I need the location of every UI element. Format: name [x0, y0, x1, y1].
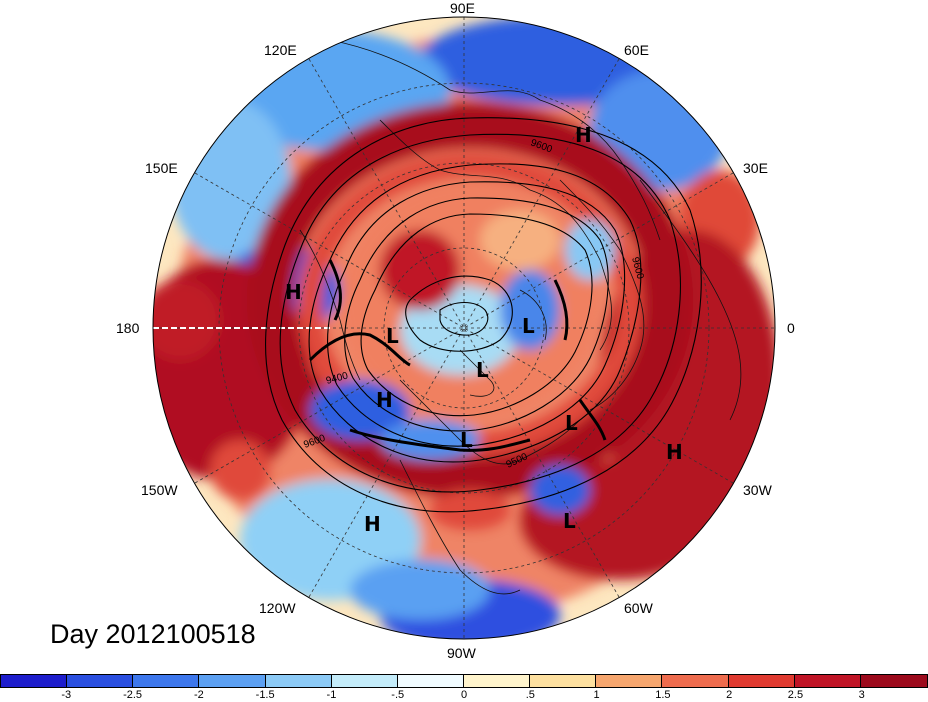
lon-label-120w: 120W	[259, 600, 296, 616]
colorbar-swatch	[662, 675, 729, 687]
lon-label-60e: 60E	[624, 42, 649, 58]
height-contours	[264, 117, 702, 513]
colorbar-swatch	[265, 675, 332, 687]
high-pressure-center: H	[364, 512, 381, 536]
temperature-anomaly-field: 9400 9600 9500 9600 9600 H H H H H L L L…	[153, 17, 775, 639]
high-pressure-center: H	[666, 440, 683, 464]
lon-label-30e: 30E	[743, 160, 768, 176]
high-pressure-center: H	[376, 388, 393, 412]
colorbar-tick-label: 2.5	[787, 689, 804, 701]
lon-label-0: 0	[787, 320, 795, 336]
lon-label-150e: 150E	[145, 160, 178, 176]
colorbar-swatch	[331, 675, 398, 687]
low-pressure-center: L	[565, 411, 578, 435]
colorbar-swatch	[728, 675, 795, 687]
colorbar-tick-label: 2	[726, 689, 733, 701]
map-border	[152, 16, 776, 640]
colorbar-tick-label: -3	[61, 689, 72, 701]
colorbar-swatch	[67, 675, 134, 687]
low-pressure-center: L	[460, 428, 473, 452]
high-pressure-center: H	[575, 123, 592, 147]
colorbar-tick-label: .5	[525, 689, 535, 701]
lon-label-180: 180	[116, 320, 140, 336]
colorbar-swatch	[133, 675, 200, 687]
colorbar-swatch	[463, 675, 531, 687]
colorbar-boxes	[0, 674, 928, 688]
jet-contours	[308, 259, 607, 452]
colorbar-swatch	[397, 675, 464, 687]
colorbar-tick-label: -1.5	[255, 689, 275, 701]
colorbar: -3 -2.5 -2 -1.5 -1 -.5 0 .5 1 1.5 2 2.5 3	[0, 674, 928, 702]
polar-map: 9400 9600 9500 9600 9600 H H H H H L L L…	[152, 16, 776, 640]
colorbar-tick-label: -.5	[391, 689, 405, 701]
lon-label-60w: 60W	[624, 600, 653, 616]
colorbar-swatch	[794, 675, 861, 687]
lon-label-30w: 30W	[743, 482, 772, 498]
colorbar-swatch	[530, 675, 597, 687]
colorbar-swatch	[199, 675, 266, 687]
low-pressure-center: L	[386, 324, 399, 348]
colorbar-tick-label: 0	[460, 689, 468, 701]
high-pressure-center: H	[285, 280, 302, 304]
colorbar-swatch	[1, 675, 68, 687]
colorbar-tick-label: -1	[326, 689, 337, 701]
low-pressure-center: L	[476, 358, 489, 382]
lon-label-150w: 150W	[141, 482, 178, 498]
day-label: Day 2012100518	[50, 619, 256, 649]
colorbar-swatch	[860, 675, 927, 687]
lon-label-90e: 90E	[450, 0, 475, 16]
colorbar-tick-label: 3	[858, 689, 865, 701]
low-pressure-center: L	[563, 509, 576, 533]
colorbar-tick-label: 1.5	[655, 689, 671, 701]
colorbar-tick-label: -2	[193, 689, 204, 701]
lon-label-90w: 90W	[447, 645, 476, 661]
colorbar-tick-label: 1	[593, 689, 600, 701]
lon-label-120e: 120E	[264, 42, 297, 58]
low-pressure-center: L	[522, 314, 535, 338]
colorbar-tick-label: -2.5	[123, 689, 143, 701]
colorbar-swatch	[596, 675, 663, 687]
